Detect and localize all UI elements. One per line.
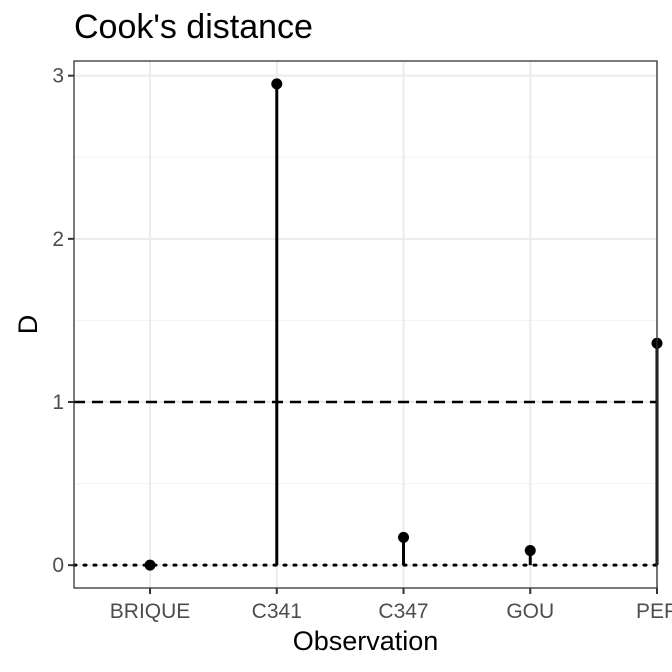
x-tick-label: C347 (378, 600, 428, 623)
stems (275, 83, 659, 566)
y-tick-label: 2 (52, 228, 64, 251)
y-tick-label: 3 (52, 65, 64, 88)
point-c347 (398, 531, 410, 543)
x-axis: BRIQUE C341 C347 GOU PEP (110, 588, 672, 623)
reference-lines (72, 400, 659, 567)
x-tick-label: C341 (252, 600, 302, 623)
grid-lines (74, 61, 658, 588)
x-tick-label: GOU (506, 600, 554, 623)
point-brique (144, 559, 156, 571)
y-tick-label: 1 (52, 391, 64, 414)
y-tick-label: 0 (52, 554, 64, 577)
panel-border (73, 60, 658, 589)
x-axis-title: Observation (293, 626, 439, 656)
x-tick-label: PEP (636, 600, 672, 623)
point-c341 (271, 78, 283, 90)
y-axis-title: D (13, 315, 43, 335)
data-points (144, 78, 663, 571)
chart-title: Cook's distance (74, 8, 313, 46)
y-axis: 0 1 2 3 (52, 65, 74, 577)
x-tick-label: BRIQUE (110, 600, 191, 623)
point-gou (524, 544, 536, 556)
